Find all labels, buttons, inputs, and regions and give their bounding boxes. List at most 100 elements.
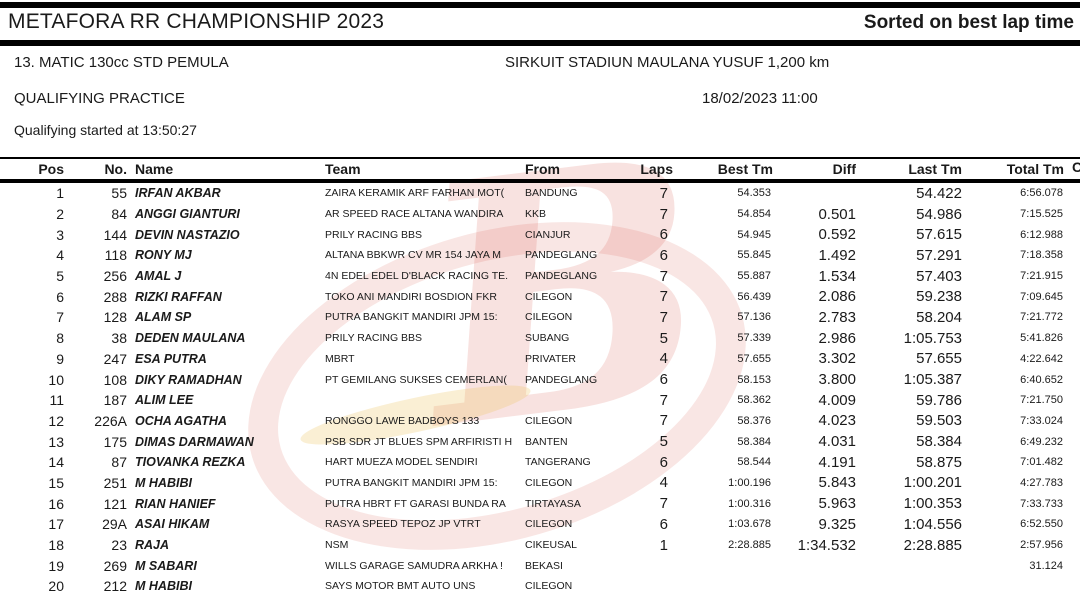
cell-no: 175 [103, 433, 127, 450]
cell-best-tm: 54.854 [737, 208, 771, 221]
cell-pos: 18 [48, 537, 64, 554]
cell-pos: 14 [48, 454, 64, 471]
cell-no: 187 [103, 392, 127, 409]
cell-total-tm: 7:09.645 [1020, 290, 1063, 303]
cell-no: 256 [103, 268, 127, 285]
table-row: 16 121 RIAN HANIEF PUTRA HBRT FT GARASI … [0, 493, 1080, 514]
table-row: 19 269 M SABARI WILLS GARAGE SAMUDRA ARK… [0, 555, 1080, 576]
cell-diff: 4.009 [818, 391, 856, 409]
table-row: 18 23 RAJA NSM CIKEUSAL 1 2:28.885 1:34.… [0, 535, 1080, 556]
cell-team: NSM [325, 539, 349, 552]
cell-last-tm: 57.403 [916, 267, 962, 285]
cell-last-tm: 59.503 [916, 412, 962, 430]
cell-total-tm: 7:21.772 [1020, 311, 1063, 324]
cell-pos: 12 [48, 412, 64, 429]
cell-team: PUTRA HBRT FT GARASI BUNDA RA [325, 497, 506, 510]
col-header-from: From [525, 161, 560, 177]
cell-diff: 3.800 [818, 371, 856, 389]
cell-best-tm: 55.845 [737, 249, 771, 262]
cell-best-tm: 57.136 [737, 311, 771, 324]
cell-team: ZAIRA KERAMIK ARF FARHAN MOT( [325, 187, 505, 200]
cell-last-tm: 1:04.556 [903, 515, 962, 533]
cell-name: OCHA AGATHA [135, 413, 227, 428]
col-header-diff: Diff [832, 161, 856, 177]
col-header-laps: Laps [640, 161, 673, 177]
header-row: Pos No. Name Team From Laps Best Tm Diff… [0, 159, 1080, 179]
cell-total-tm: 7:01.482 [1020, 456, 1063, 469]
cell-best-tm: 1:00.196 [728, 476, 771, 489]
cell-last-tm: 57.615 [916, 226, 962, 244]
cell-no: 144 [103, 226, 127, 243]
cell-from: PRIVATER [525, 352, 576, 365]
cell-best-tm: 2:28.885 [728, 539, 771, 552]
table-row: 7 128 ALAM SP PUTRA BANGKIT MANDIRI JPM … [0, 307, 1080, 328]
table-row: 9 247 ESA PUTRA MBRT PRIVATER 4 57.655 3… [0, 349, 1080, 370]
cell-total-tm: 7:21.750 [1020, 394, 1063, 407]
cell-no: 226A [94, 412, 127, 429]
cell-name: IRFAN AKBAR [135, 186, 221, 201]
cell-from: PANDEGLANG [525, 373, 598, 386]
results-table-header: Pos No. Name Team From Laps Best Tm Diff… [0, 159, 1080, 179]
cell-best-tm: 54.945 [737, 228, 771, 241]
cell-laps: 5 [659, 329, 668, 347]
cell-no: 108 [103, 371, 127, 388]
table-row: 20 212 M HABIBI SAYS MOTOR BMT AUTO UNS … [0, 576, 1080, 597]
cell-last-tm: 58.204 [916, 308, 962, 326]
cell-diff: 3.302 [818, 350, 856, 368]
cell-diff: 5.843 [818, 474, 856, 492]
cell-team: RONGGO LAWE BADBOYS 133 [325, 414, 480, 427]
table-row: 1 55 IRFAN AKBAR ZAIRA KERAMIK ARF FARHA… [0, 183, 1080, 204]
table-row: 4 118 RONY MJ ALTANA BBKWR CV MR 154 JAY… [0, 245, 1080, 266]
cell-last-tm: 59.238 [916, 288, 962, 306]
cell-total-tm: 7:21.915 [1020, 270, 1063, 283]
table-row: 14 87 TIOVANKA REZKA HART MUEZA MODEL SE… [0, 452, 1080, 473]
cell-no: 288 [103, 288, 127, 305]
cell-total-tm: 4:22.642 [1020, 352, 1063, 365]
table-row: 8 38 DEDEN MAULANA PRILY RACING BBS SUBA… [0, 328, 1080, 349]
cell-no: 121 [103, 495, 127, 512]
cell-diff: 0.592 [818, 226, 856, 244]
cell-from: CILEGON [525, 476, 573, 489]
cell-diff: 2.783 [818, 308, 856, 326]
cell-pos: 1 [56, 185, 64, 202]
cell-name: ASAI HIKAM [135, 517, 210, 532]
cell-last-tm: 1:05.753 [903, 329, 962, 347]
cell-no: 87 [111, 454, 127, 471]
cell-laps: 4 [659, 474, 668, 492]
session-name: QUALIFYING PRACTICE [14, 90, 185, 107]
cell-team: AR SPEED RACE ALTANA WANDIRA [325, 208, 504, 221]
cell-laps: 7 [659, 205, 668, 223]
cell-team: PUTRA BANGKIT MANDIRI JPM 15: [325, 476, 498, 489]
cell-no: 247 [103, 350, 127, 367]
cell-last-tm: 54.422 [916, 184, 962, 202]
cell-name: RAJA [135, 538, 170, 553]
cell-laps: 5 [659, 433, 668, 451]
cell-from: BANDUNG [525, 187, 578, 200]
cell-no: 84 [111, 206, 127, 223]
cell-total-tm: 4:27.783 [1020, 476, 1063, 489]
cell-pos: 15 [48, 474, 64, 491]
cell-best-tm: 58.153 [737, 373, 771, 386]
cell-diff: 1:34.532 [797, 536, 856, 554]
table-row: 2 84 ANGGI GIANTURI AR SPEED RACE ALTANA… [0, 204, 1080, 225]
cell-team: SAYS MOTOR BMT AUTO UNS [325, 580, 476, 593]
cell-total-tm: 5:41.826 [1020, 332, 1063, 345]
cell-diff: 2.086 [818, 288, 856, 306]
cell-no: 212 [103, 578, 127, 595]
cell-no: 55 [111, 185, 127, 202]
cell-diff: 1.534 [818, 267, 856, 285]
circuit-name: SIRKUIT STADIUN MAULANA YUSUF 1,200 km [505, 54, 830, 71]
cell-name: RIZKI RAFFAN [135, 289, 222, 304]
col-header-pos: Pos [38, 161, 64, 177]
cell-laps: 6 [659, 371, 668, 389]
cell-from: CIANJUR [525, 228, 571, 241]
cell-last-tm: 58.875 [916, 453, 962, 471]
title-rule [0, 40, 1080, 46]
cell-pos: 3 [56, 226, 64, 243]
cell-name: RONY MJ [135, 248, 192, 263]
cell-diff: 1.492 [818, 246, 856, 264]
cell-best-tm: 57.339 [737, 332, 771, 345]
cell-total-tm: 7:33.024 [1020, 414, 1063, 427]
cell-name: ESA PUTRA [135, 351, 207, 366]
cell-total-tm: 6:40.652 [1020, 373, 1063, 386]
